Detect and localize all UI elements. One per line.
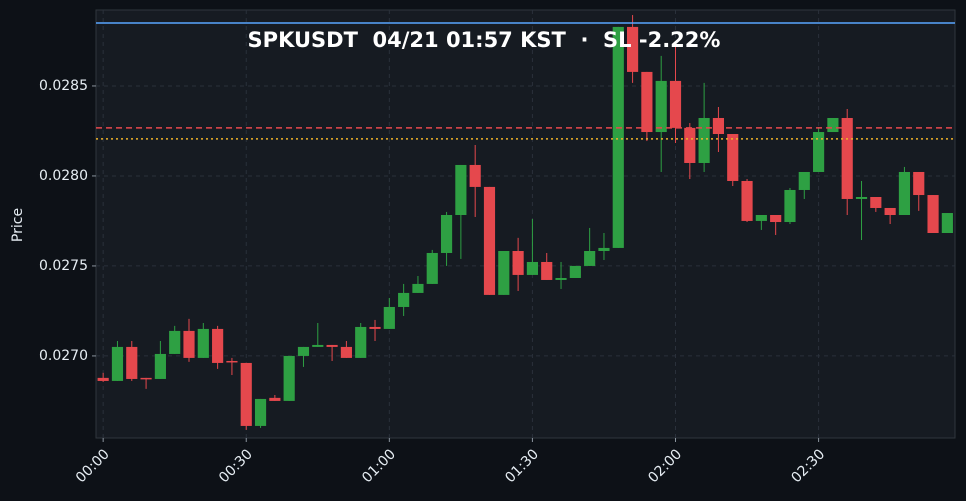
y-tick-label: 0.0270 [39, 348, 88, 364]
candle-body [855, 197, 868, 199]
candle-body [440, 215, 453, 253]
candle-body [269, 397, 281, 401]
candle-body [297, 346, 310, 356]
y-tick-label: 0.0280 [39, 168, 88, 184]
y-tick-label: 0.0285 [39, 78, 88, 94]
candle-body [941, 213, 953, 233]
candle-body [483, 186, 496, 295]
candle-body [655, 80, 667, 133]
candle-body [412, 283, 424, 293]
candle-body [212, 328, 224, 363]
candle-body [555, 277, 567, 280]
candle-body [727, 134, 739, 181]
candle-body [197, 328, 209, 358]
candle-body [569, 265, 581, 278]
candle-body [340, 346, 352, 358]
candle-body [369, 326, 381, 329]
candle-body [183, 330, 195, 358]
candle-body [669, 80, 682, 128]
candle-body [469, 164, 481, 187]
candle-body [312, 344, 324, 347]
candle-body [398, 292, 410, 307]
candle-body [154, 353, 166, 379]
candle-body [254, 398, 267, 426]
candle-body [798, 171, 810, 190]
candle-body [584, 250, 596, 266]
candle-body [898, 171, 911, 216]
candle-body [498, 250, 510, 295]
y-tick-label: 0.0275 [39, 258, 88, 274]
candle-body [455, 164, 467, 216]
candle-body [770, 215, 782, 223]
candle-body [598, 247, 610, 251]
candle-body [913, 171, 925, 196]
chart-title: SPKUSDT 04/21 01:57 KST · SL -2.22% [248, 28, 721, 52]
candle-body [355, 326, 367, 358]
candle-body [641, 71, 653, 133]
candle-body [283, 355, 295, 401]
y-axis-label: Price [10, 208, 26, 242]
candle-body [870, 197, 882, 208]
candle-body [512, 250, 524, 275]
candle-body [383, 306, 395, 329]
plot-area [95, 9, 956, 439]
candle-body [240, 362, 252, 426]
candle-body [97, 377, 109, 381]
candle-body [813, 132, 825, 172]
candle-body [140, 377, 152, 380]
candle-body [326, 344, 338, 347]
candle-body [755, 215, 767, 221]
candle-body [169, 330, 181, 354]
candle-body [684, 127, 696, 163]
candle-body [741, 180, 753, 221]
candle-body [884, 207, 896, 216]
candle-body [712, 117, 725, 135]
candle-body [698, 117, 710, 163]
candle-body [612, 26, 624, 248]
candle-body [626, 26, 639, 72]
candle-body [841, 117, 853, 199]
candle-body [111, 346, 124, 381]
candle-body [784, 189, 796, 223]
candle-body [927, 195, 939, 233]
candle-body [126, 346, 138, 379]
candle-body [827, 117, 839, 133]
candle-body [541, 261, 553, 280]
candle-body [426, 252, 438, 284]
candle-body [226, 360, 238, 363]
candle-body [526, 261, 538, 275]
